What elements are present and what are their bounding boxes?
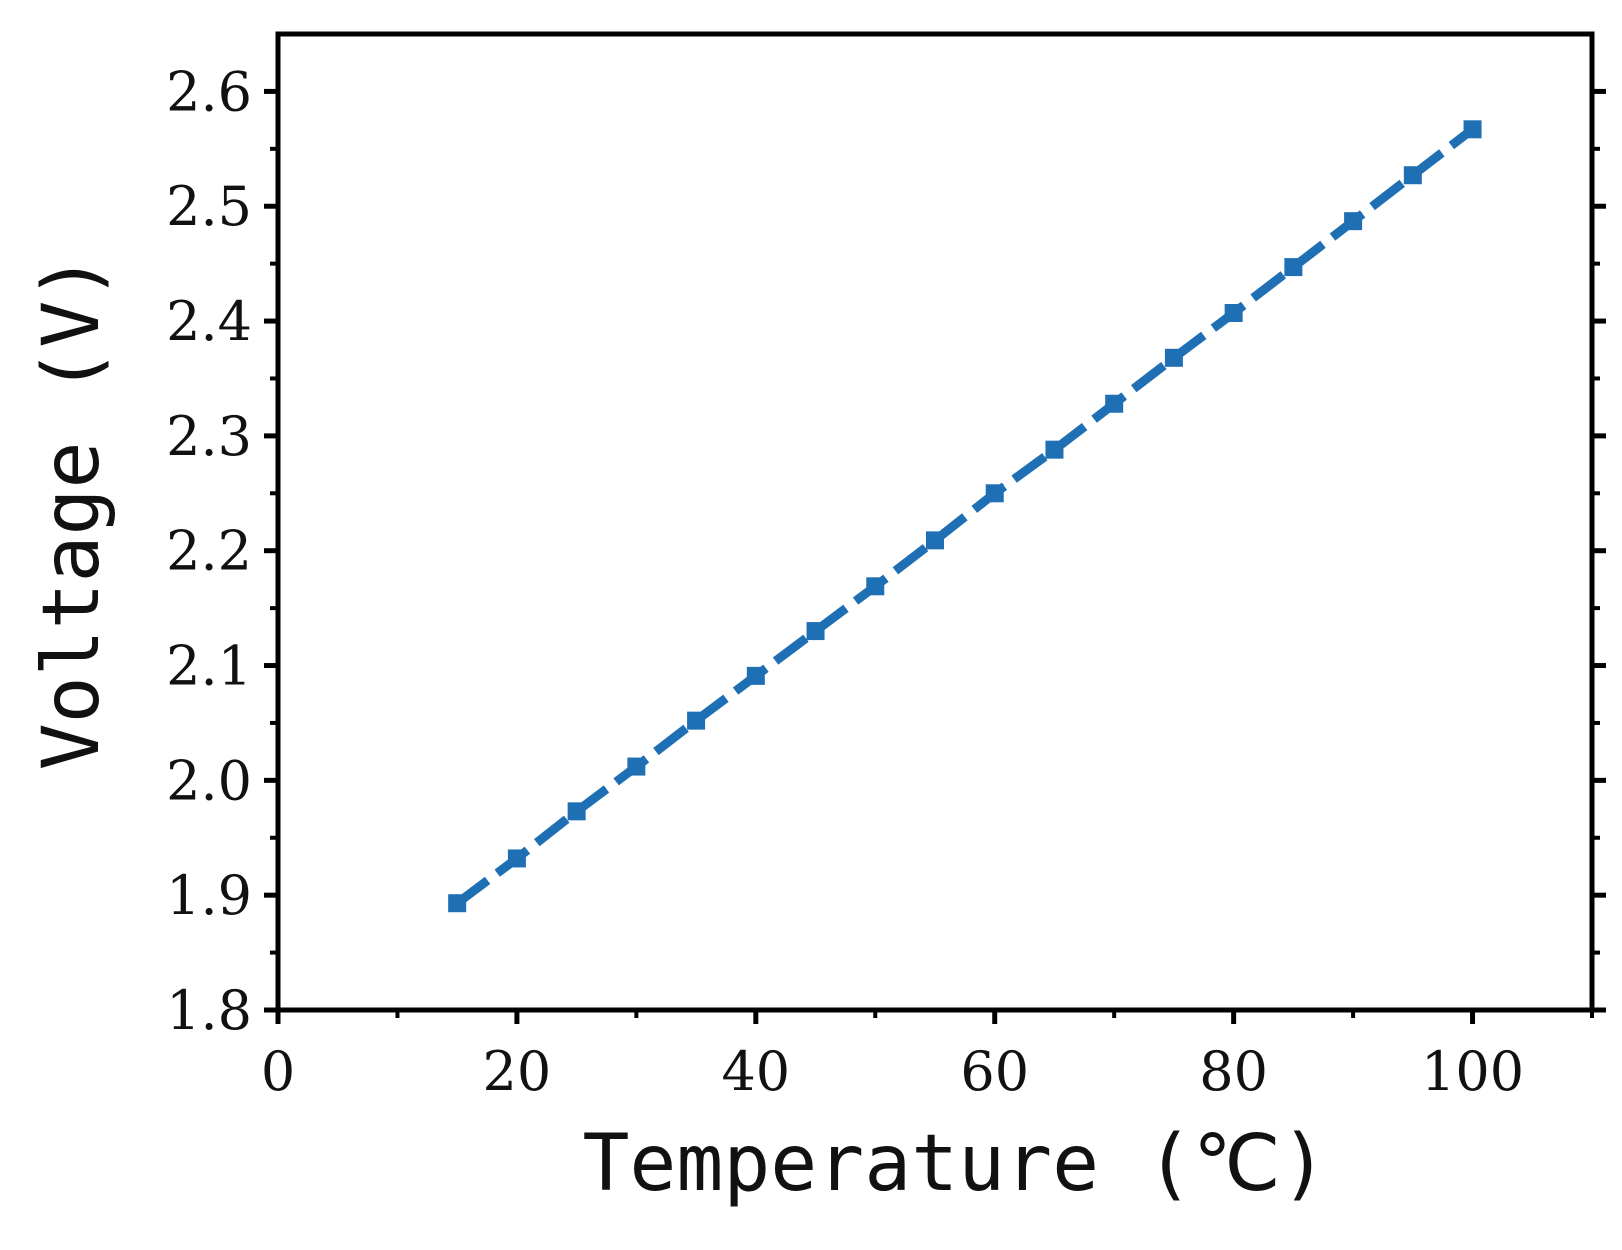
data-point-marker: [1284, 258, 1303, 277]
y-tick-label: 1.9: [166, 864, 252, 927]
x-tick-label: 60: [960, 1040, 1029, 1103]
x-tick-label: 0: [261, 1040, 295, 1103]
data-point-marker: [567, 802, 586, 821]
y-tick-label: 2.5: [166, 175, 252, 238]
data-point-marker: [985, 484, 1004, 503]
y-tick-label: 2.6: [166, 60, 252, 123]
data-point-marker: [507, 849, 526, 868]
x-tick-label: 80: [1199, 1040, 1268, 1103]
data-point-marker: [1105, 394, 1124, 413]
y-tick-label: 2.4: [166, 290, 252, 353]
x-axis-title: Temperature (℃): [582, 1119, 1327, 1209]
data-point-marker: [746, 666, 765, 685]
data-point-marker: [1463, 120, 1482, 139]
series-line: [454, 125, 1476, 907]
data-point-marker: [1403, 166, 1422, 185]
data-point-marker: [448, 894, 467, 913]
data-point-marker: [627, 757, 646, 776]
data-point-marker: [926, 531, 944, 550]
x-tick-label: 40: [721, 1040, 790, 1103]
x-tick-label: 100: [1421, 1040, 1524, 1103]
data-point-marker: [806, 622, 825, 641]
data-point-marker: [687, 711, 706, 730]
series-layer: [448, 120, 1482, 913]
y-tick-label: 2.0: [166, 749, 252, 812]
y-axis-title: Voltage (V): [27, 254, 117, 771]
y-axis-ticks: 1.8 1.9 2.0 2.1 2.2 2.3 2.4 2.5 2.6: [166, 60, 1606, 1042]
x-tick-label: 20: [483, 1040, 552, 1103]
x-axis-ticks: 0 20 40 60 80 100: [261, 1010, 1594, 1103]
data-point-marker: [866, 577, 885, 596]
data-point-marker: [1344, 212, 1363, 231]
data-point-marker: [1045, 440, 1064, 459]
data-point-marker: [1164, 348, 1183, 367]
y-tick-label: 2.1: [166, 635, 252, 698]
y-tick-label: 2.3: [166, 405, 252, 468]
y-tick-label: 2.2: [166, 520, 252, 583]
y-tick-label: 1.8: [166, 979, 252, 1042]
plot-frame: [275, 31, 1595, 1013]
data-point-marker: [1224, 304, 1243, 323]
